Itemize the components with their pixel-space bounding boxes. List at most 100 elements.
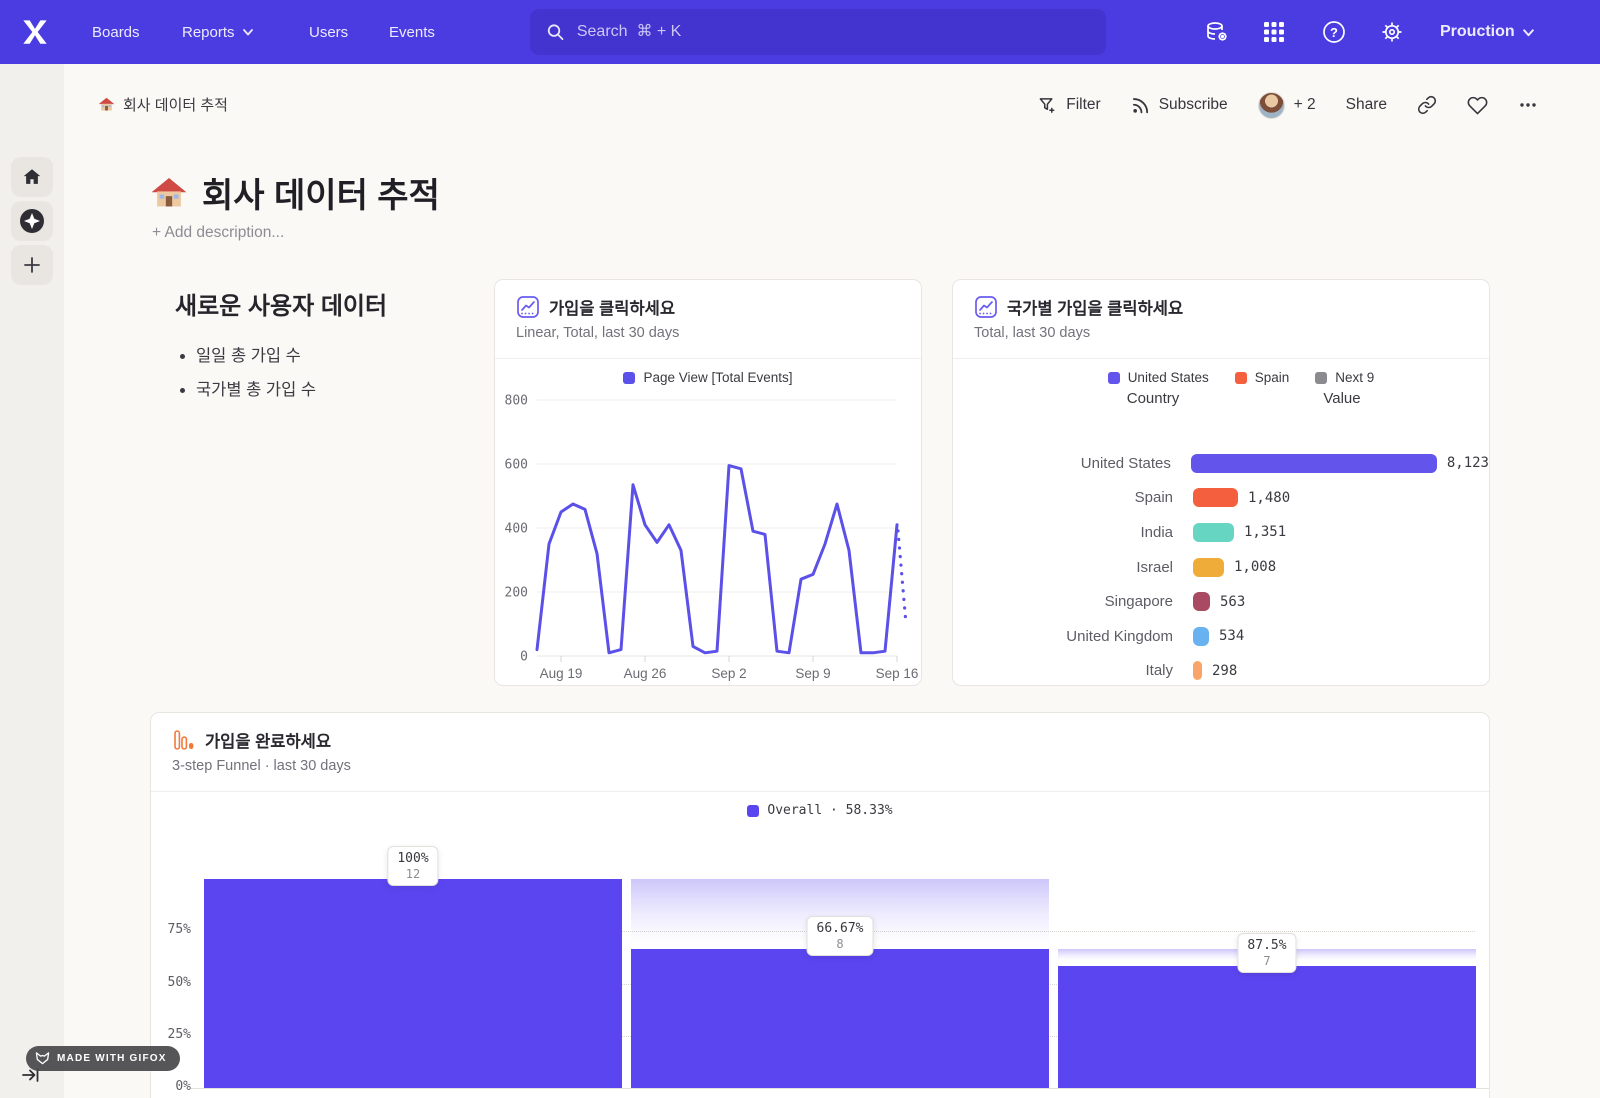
- legend-item-overall[interactable]: Overall · 58.33%: [747, 803, 893, 818]
- report-title[interactable]: 가입을 클릭하세요: [549, 300, 676, 318]
- country-bar[interactable]: [1193, 488, 1238, 508]
- legend-item[interactable]: Page View [Total Events]: [623, 370, 793, 385]
- arrow-to-bar-icon: [22, 1068, 39, 1082]
- country-row[interactable]: India 1,351: [953, 515, 1489, 550]
- sidebar-home-button[interactable]: [11, 157, 53, 197]
- nav-item-reports[interactable]: Reports: [182, 0, 254, 64]
- funnel-bar[interactable]: [1058, 966, 1476, 1088]
- compass-icon: [20, 209, 44, 233]
- country-row[interactable]: Italy 298: [953, 654, 1489, 685]
- filter-button[interactable]: Filter: [1038, 96, 1101, 115]
- line-chart-plot[interactable]: 0 200 400 600 800 Aug 19 Aug 26 Sep 2 Sep 9 Sep 1…: [495, 380, 921, 685]
- more-options-button[interactable]: [1518, 95, 1538, 115]
- expand-sidebar-button[interactable]: [20, 1064, 42, 1086]
- apps-grid-icon[interactable]: [1260, 18, 1288, 46]
- bullet-item: 국가별 총 가입 수: [196, 376, 316, 400]
- collaborators[interactable]: + 2: [1257, 91, 1316, 119]
- country-bar[interactable]: [1193, 661, 1202, 681]
- legend-item-spain[interactable]: Spain: [1234, 370, 1290, 385]
- chart-legend: Page View [Total Events]: [495, 370, 921, 385]
- data-management-icon[interactable]: [1203, 18, 1231, 46]
- funnel-card[interactable]: 가입을 완료하세요 3-step Funnel · last 30 days O…: [150, 712, 1490, 1098]
- heart-icon: [1467, 96, 1488, 114]
- legend-swatch: [1234, 371, 1247, 384]
- svg-text:Sep 9: Sep 9: [795, 666, 830, 681]
- funnel-y-tick: 50%: [167, 974, 191, 990]
- text-widget-heading: 새로운 사용자 데이터: [175, 293, 388, 320]
- country-bar[interactable]: [1193, 522, 1234, 542]
- share-button[interactable]: Share: [1346, 96, 1387, 114]
- legend-label: United States: [1127, 370, 1209, 385]
- card-header: 가입을 클릭하세요 Linear, Total, last 30 days: [495, 280, 921, 359]
- filter-funnel-icon: [1039, 97, 1055, 113]
- rss-icon: [1132, 97, 1148, 113]
- legend-item-next9[interactable]: Next 9: [1315, 370, 1374, 385]
- svg-text:Sep 2: Sep 2: [711, 666, 746, 681]
- country-label: United Kingdom: [1066, 627, 1173, 645]
- report-title[interactable]: 가입을 완료하세요: [205, 733, 332, 751]
- bullet-item: 일일 총 가입 수: [196, 342, 316, 366]
- collaborators-count: + 2: [1293, 96, 1316, 113]
- legend-label: Spain: [1254, 370, 1290, 385]
- sidebar-discover-button[interactable]: [11, 201, 53, 241]
- sidebar-add-button[interactable]: [11, 245, 53, 285]
- report-title[interactable]: 국가별 가입을 클릭하세요: [1007, 300, 1184, 318]
- country-label: Italy: [1145, 662, 1173, 680]
- mixpanel-logo[interactable]: [18, 0, 52, 64]
- nav-label: Events: [389, 23, 435, 41]
- nav-item-users[interactable]: Users: [309, 0, 348, 64]
- avatar: [1257, 91, 1285, 119]
- svg-text:?: ?: [1330, 25, 1338, 40]
- board-title[interactable]: 회사 데이터 추적: [150, 168, 440, 217]
- settings-gear-icon[interactable]: [1378, 18, 1406, 46]
- country-bar[interactable]: [1190, 453, 1437, 473]
- subscribe-button[interactable]: Subscribe: [1131, 96, 1228, 115]
- legend-swatch: [623, 371, 636, 384]
- country-value: 1,008: [1234, 559, 1277, 576]
- nav-label: Reports: [182, 23, 235, 41]
- copy-link-button[interactable]: [1417, 95, 1437, 115]
- svg-text:600: 600: [505, 458, 528, 473]
- svg-text:400: 400: [505, 522, 528, 537]
- country-row[interactable]: Singapore 563: [953, 584, 1489, 619]
- legend-swatch: [747, 804, 760, 817]
- add-description[interactable]: + Add description...: [152, 224, 285, 241]
- line-chart-card[interactable]: 가입을 클릭하세요 Linear, Total, last 30 days Pa…: [494, 279, 922, 686]
- country-row[interactable]: Israel 1,008: [953, 550, 1489, 585]
- country-bar-card[interactable]: 국가별 가입을 클릭하세요 Total, last 30 days United…: [952, 279, 1490, 686]
- country-label: United States: [1080, 454, 1171, 472]
- report-subtitle: Total, last 30 days: [974, 325, 1091, 341]
- funnel-bar[interactable]: [204, 879, 622, 1088]
- chart-legend: Overall · 58.33%: [151, 803, 1489, 818]
- country-label: India: [1140, 523, 1173, 541]
- country-row[interactable]: United States 8,123: [953, 446, 1489, 481]
- funnel-bar[interactable]: [631, 948, 1049, 1088]
- country-bar[interactable]: [1193, 626, 1209, 646]
- favorite-button[interactable]: [1467, 95, 1488, 116]
- help-icon[interactable]: ?: [1320, 18, 1348, 46]
- funnel-step-label: 66.67% 8: [806, 915, 874, 956]
- country-bar-rows: United States 8,123 Spain 1,480 India 1,351 Is…: [953, 446, 1489, 685]
- step-conversion-pct: 100%: [397, 851, 429, 866]
- funnel-y-tick: 25%: [167, 1026, 191, 1042]
- gifox-badge[interactable]: MADE WITH GIFOX: [26, 1046, 180, 1071]
- country-value: 298: [1212, 662, 1238, 679]
- country-bar[interactable]: [1193, 557, 1224, 577]
- step-conversion-pct: 66.67%: [816, 920, 864, 936]
- search-input[interactable]: [576, 23, 1090, 41]
- svg-text:200: 200: [505, 586, 528, 601]
- breadcrumb[interactable]: 회사 데이터 추적: [98, 94, 228, 115]
- country-bar[interactable]: [1193, 592, 1210, 612]
- country-label: Spain: [1134, 489, 1173, 507]
- country-row[interactable]: Spain 1,480: [953, 481, 1489, 516]
- legend-item-united-states[interactable]: United States: [1107, 370, 1209, 385]
- nav-item-boards[interactable]: Boards: [92, 0, 140, 64]
- country-value: 563: [1220, 593, 1246, 610]
- search-bar[interactable]: [530, 9, 1106, 55]
- nav-item-events[interactable]: Events: [389, 0, 435, 64]
- breadcrumb-label: 회사 데이터 추적: [123, 97, 228, 114]
- legend-swatch: [1107, 371, 1120, 384]
- legend-swatch: [1315, 371, 1328, 384]
- project-switcher[interactable]: Prouction: [1440, 0, 1535, 64]
- country-row[interactable]: United Kingdom 534: [953, 619, 1489, 654]
